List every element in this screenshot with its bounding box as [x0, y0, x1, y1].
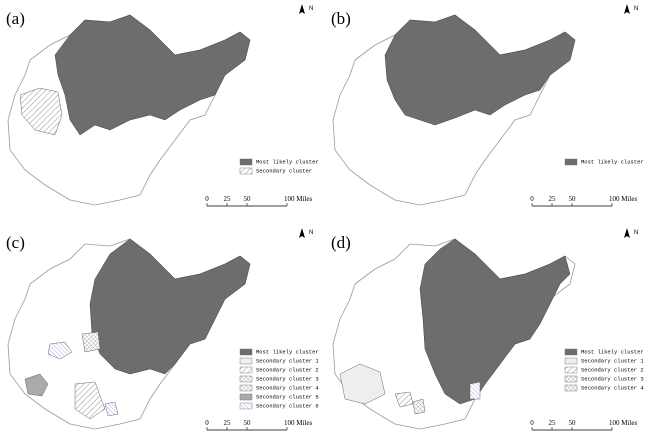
legend-label: Most likely cluster [581, 348, 644, 355]
north-label: N [634, 230, 638, 236]
panel-label: (a) [6, 9, 25, 28]
legend-label: Secondary cluster [256, 167, 312, 174]
panel-label: (d) [331, 233, 351, 252]
map-panel: (d) N Most likely cluster Secondary cluster… [331, 228, 644, 431]
legend-label: Most likely cluster [256, 348, 319, 355]
scale-label: 0 [530, 419, 534, 427]
north-arrow [624, 228, 630, 238]
legend-label: Secondary cluster 3 [581, 375, 644, 382]
north-arrow [299, 228, 305, 238]
secondary-cluster [74, 381, 106, 420]
legend-swatch [564, 348, 578, 356]
scale-label: 50 [244, 195, 252, 203]
legend-swatch [564, 375, 578, 383]
secondary-cluster [81, 331, 101, 353]
panel-label: (b) [331, 9, 351, 28]
secondary-cluster [469, 381, 481, 400]
legend-label: Secondary cluster 5 [256, 393, 319, 400]
legend-swatch [239, 348, 253, 356]
map-panel: (c) N Most likely cluster Secondary cluster… [6, 228, 319, 431]
legend-swatch [239, 357, 253, 365]
legend-swatch [564, 366, 578, 374]
scale-label: 25 [549, 419, 557, 427]
secondary-cluster [47, 341, 73, 360]
legend-label: Secondary cluster 4 [581, 384, 644, 391]
scale-label: 100 Miles [284, 419, 312, 427]
scale-label: 100 Miles [609, 195, 637, 203]
scale-label: 50 [569, 419, 577, 427]
most-likely-cluster [419, 238, 571, 405]
legend-swatch [564, 158, 578, 166]
secondary-cluster [394, 391, 414, 408]
north-arrow [299, 4, 305, 14]
legend-label: Secondary cluster 1 [581, 357, 644, 364]
scale-label: 100 Miles [284, 195, 312, 203]
scale-label: 25 [549, 195, 557, 203]
scale-label: 100 Miles [609, 419, 637, 427]
most-likely-cluster [89, 238, 251, 375]
secondary-cluster [19, 87, 63, 136]
legend-label: Secondary cluster 2 [581, 366, 644, 373]
legend-swatch [239, 366, 253, 374]
legend-label: Secondary cluster 2 [256, 366, 319, 373]
secondary-cluster [104, 401, 119, 417]
legend-label: Secondary cluster 1 [256, 357, 319, 364]
legend-label: Most likely cluster [256, 158, 319, 165]
map-panel: (b) N Most likely cluster 0 25 50 100 Miles [331, 4, 644, 207]
legend-label: Secondary cluster 6 [256, 402, 319, 409]
legend-swatch [239, 393, 253, 401]
scale-label: 50 [244, 419, 252, 427]
scale-label: 50 [569, 195, 577, 203]
north-label: N [309, 6, 313, 12]
map-panel: (a) N Most likely cluster Secondary cluster… [6, 4, 319, 207]
north-label: N [634, 6, 638, 12]
legend-swatch [239, 384, 253, 392]
secondary-cluster [412, 398, 426, 415]
north-arrow [624, 4, 630, 14]
legend-swatch [239, 158, 253, 166]
legend-swatch [239, 402, 253, 410]
panel-label: (c) [6, 233, 25, 252]
legend-label: Most likely cluster [581, 158, 644, 165]
legend-swatch [239, 167, 253, 175]
secondary-cluster [339, 363, 386, 405]
north-label: N [309, 230, 313, 236]
legend-swatch [564, 384, 578, 392]
most-likely-cluster [384, 14, 576, 126]
legend-label: Secondary cluster 4 [256, 384, 319, 391]
most-likely-cluster [54, 14, 251, 136]
secondary-cluster [24, 373, 49, 397]
legend-swatch [239, 375, 253, 383]
scale-label: 0 [205, 195, 209, 203]
scale-label: 0 [205, 419, 209, 427]
scale-label: 25 [224, 195, 232, 203]
legend-swatch [564, 357, 578, 365]
scale-label: 0 [530, 195, 534, 203]
scale-label: 25 [224, 419, 232, 427]
legend-label: Secondary cluster 3 [256, 375, 319, 382]
